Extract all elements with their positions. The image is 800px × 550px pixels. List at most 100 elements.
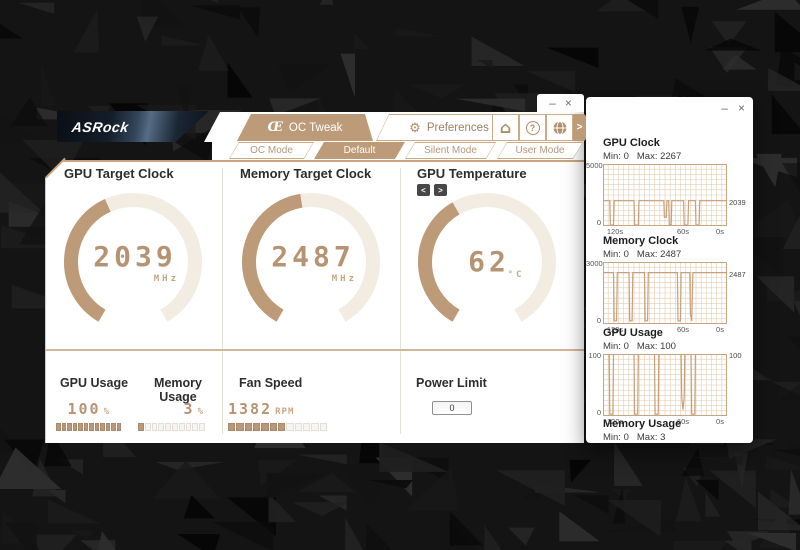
- gauge-gpu-clock: 2039 MHz: [57, 186, 209, 338]
- meter-number: 1382: [228, 400, 273, 418]
- gauge-ring: [242, 193, 380, 322]
- chart-line: [603, 354, 727, 415]
- tab-silent-mode[interactable]: Silent Mode: [405, 142, 496, 159]
- tab-silent-mode-label: Silent Mode: [424, 145, 477, 156]
- meter-segment: [165, 423, 171, 431]
- language-button[interactable]: [546, 114, 573, 141]
- y-axis-bottom-label: 0: [596, 316, 601, 325]
- meter-segment: [158, 423, 165, 431]
- gauge-memory-clock: 2487 MHz: [235, 186, 387, 338]
- gauge-value: 62: [468, 244, 510, 278]
- chart-plot-area: [603, 262, 727, 324]
- gauge-value: 2487: [271, 240, 355, 273]
- x-tick: 120s: [606, 417, 624, 426]
- meter-title-fan-speed: Fan Speed: [239, 376, 303, 390]
- tab-user-mode[interactable]: User Mode: [497, 142, 583, 159]
- meter-segment: [302, 423, 311, 431]
- gauge-unit: °C: [507, 269, 525, 280]
- tab-oc-mode-label: OC Mode: [250, 145, 293, 156]
- chart-gpu-clock: GPU Clock Min: 0 Max: 2267 5000 0 2039 1…: [586, 137, 753, 236]
- meter-segment: [294, 423, 302, 431]
- meter-segment: [78, 423, 83, 431]
- meter-number: 100: [67, 400, 101, 418]
- meter-segment: [151, 423, 158, 431]
- chart-title: GPU Clock: [603, 137, 660, 149]
- tab-user-mode-inner: User Mode: [498, 143, 582, 158]
- chart-gpu-usage: GPU Usage Min: 0 Max: 100 100 0 100 120s…: [586, 327, 753, 426]
- meter-segment: [185, 423, 192, 431]
- next-arrow-button[interactable]: >: [434, 184, 447, 196]
- chart-line: [603, 200, 727, 226]
- chart-max: Max: 2487: [636, 249, 682, 260]
- sidebar-minimize-button[interactable]: –: [721, 101, 728, 115]
- meter-segment: [100, 423, 105, 431]
- meter-bar-gpu-usage: [56, 423, 122, 431]
- power-limit-title: Power Limit: [416, 376, 487, 390]
- chart-minmax: Min: 0 Max: 2267: [603, 151, 681, 162]
- chart-plot-area: [603, 354, 727, 416]
- chart-grid: [603, 354, 727, 416]
- y-axis-top-label: 3000: [586, 259, 603, 268]
- sidebar-window-controls: – ×: [721, 100, 745, 116]
- tab-default-mode[interactable]: Default: [314, 142, 405, 159]
- divider: [222, 168, 223, 434]
- tab-oc-mode[interactable]: OC Mode: [229, 142, 314, 159]
- chart-title: Memory Clock: [603, 235, 679, 247]
- tab-silent-mode-inner: Silent Mode: [406, 143, 495, 158]
- chart-border: [603, 262, 727, 324]
- meter-bar-memory-usage: [138, 423, 206, 431]
- help-button[interactable]: ?: [519, 114, 546, 141]
- meter-segment: [311, 423, 319, 431]
- chart-border: [603, 164, 727, 226]
- main-window-controls: – ×: [537, 94, 584, 112]
- home-button[interactable]: ⌂: [492, 114, 519, 141]
- chart-current-value: 2487: [729, 269, 746, 279]
- y-axis-bottom-label: 0: [596, 408, 601, 417]
- meter-segment: [138, 423, 144, 431]
- chart-memory-clock: Memory Clock Min: 0 Max: 2487 3000 0 248…: [586, 235, 753, 334]
- tab-user-mode-label: User Mode: [515, 145, 565, 156]
- chart-grid: [603, 164, 727, 226]
- prev-arrow-button[interactable]: <: [417, 184, 430, 196]
- x-tick: 120s: [606, 227, 624, 236]
- gauge-title-gpu-clock: GPU Target Clock: [64, 166, 174, 181]
- minimize-button[interactable]: –: [549, 96, 556, 110]
- meter-segment: [105, 423, 110, 431]
- chart-minmax: Min: 0 Max: 3: [603, 432, 665, 443]
- temperature-nav: < >: [417, 184, 447, 196]
- meter-segment: [319, 423, 327, 431]
- meter-segment: [244, 423, 252, 431]
- meter-segment: [83, 423, 88, 431]
- chart-max: Max: 100: [636, 341, 676, 352]
- chart-minmax: Min: 0 Max: 100: [603, 341, 676, 352]
- meter-title-memory-usage: Memory Usage: [154, 376, 202, 404]
- meter-segment: [252, 423, 261, 431]
- chart-title: GPU Usage: [603, 327, 663, 339]
- gauge-fill: [64, 198, 111, 322]
- chart-plot-area: [603, 164, 727, 226]
- meter-segment: [111, 423, 116, 431]
- close-button[interactable]: ×: [564, 96, 572, 110]
- chart-grid: [603, 262, 727, 324]
- y-axis-bottom-label: 0: [596, 218, 601, 227]
- x-tick: 120s: [606, 325, 624, 334]
- oc-monogram-icon: Œ: [267, 120, 283, 135]
- chart-min: Min: 0: [603, 432, 629, 443]
- gauge-fill: [242, 193, 303, 322]
- tab-oc-tweak[interactable]: Œ OC Tweak: [237, 114, 373, 141]
- tab-preferences-label: Preferences: [426, 121, 489, 134]
- gauge-value: 2039: [93, 240, 177, 273]
- expand-sidebar-button[interactable]: >: [573, 114, 586, 141]
- meter-segment: [269, 423, 277, 431]
- gauge-fill: [418, 202, 460, 322]
- power-limit-input[interactable]: [432, 401, 472, 415]
- chart-line: [603, 272, 727, 322]
- divider: [45, 349, 584, 351]
- meter-segment: [199, 423, 205, 431]
- meter-segment: [67, 423, 72, 431]
- meter-segment: [144, 423, 151, 431]
- sidebar-close-button[interactable]: ×: [737, 101, 745, 115]
- meter-value-memory-usage: 3%: [140, 400, 204, 418]
- x-tick: 60s: [676, 417, 690, 426]
